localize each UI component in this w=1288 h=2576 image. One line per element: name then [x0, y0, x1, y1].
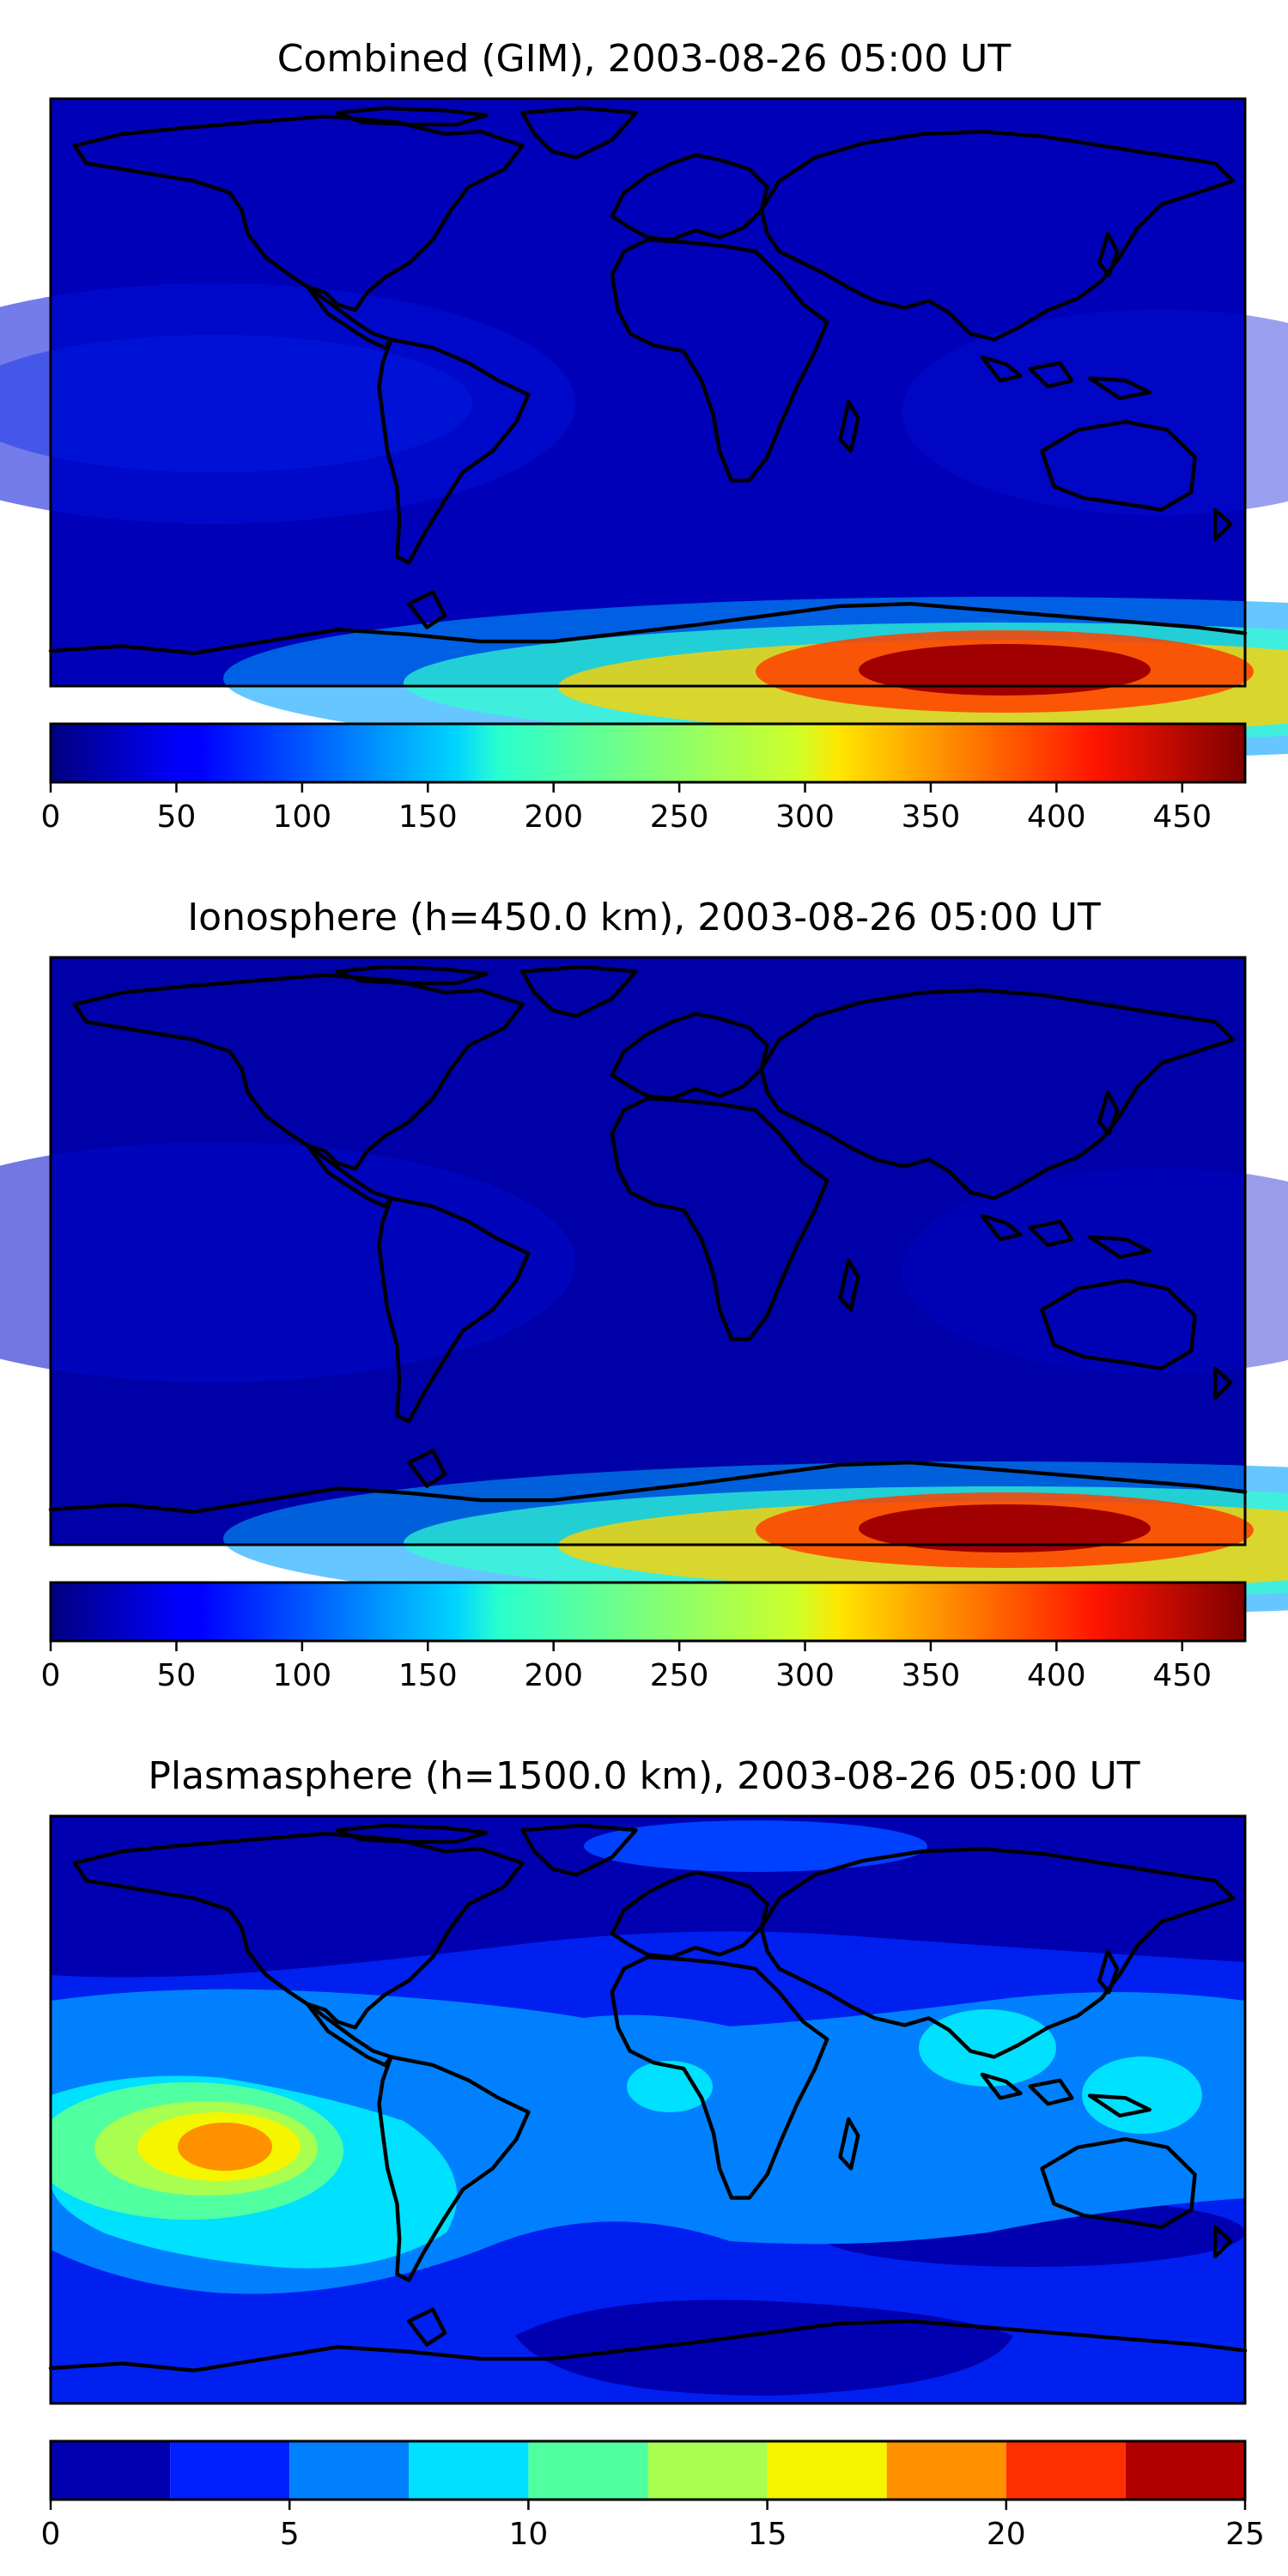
colorbar-tick-label: 10 [508, 2517, 548, 2552]
colorbar-level-block [289, 2441, 410, 2500]
colorbar-ticks: 0 50 100 150 200 250 300 350 400 450 [41, 1641, 1212, 1693]
map-field [0, 99, 1288, 760]
colorbar-level-block [528, 2441, 648, 2500]
colorbar-tick-label: 200 [524, 1658, 583, 1693]
map-field [34, 1816, 1245, 2403]
colorbar-tick-label: 350 [902, 1658, 961, 1693]
colorbar-tick-label: 15 [748, 2517, 787, 2552]
colorbar-tick-label: 0 [41, 799, 61, 835]
colorbar-tick-label: 200 [524, 799, 583, 835]
colorbar-tick-label: 150 [398, 799, 458, 835]
colorbar-level-block [51, 2441, 171, 2500]
contour-7.5-10-west-pacific [1082, 2057, 1202, 2134]
colorbar-level-block [409, 2441, 529, 2500]
colorbar-level-block [767, 2441, 887, 2500]
colorbar-tick-label: 5 [280, 2517, 300, 2552]
colorbar-gradient [51, 724, 1245, 782]
panel-ionosphere: Ionosphere (h=450.0 km), 2003-08-26 05:0… [0, 896, 1288, 1693]
colorbar-tick-label: 0 [41, 1658, 61, 1693]
colorbar-level-block [886, 2441, 1006, 2500]
colorbar-tick-label: 450 [1152, 799, 1212, 835]
colorbar-tick-label: 100 [272, 799, 331, 835]
panel-combined: Combined (GIM), 2003-08-26 05:00 UT 0 50 1… [0, 37, 1288, 835]
colorbar-tick-label: 25 [1225, 2517, 1265, 2552]
colorbar-level-block [1125, 2441, 1245, 2500]
southern-polar-band [223, 597, 1288, 760]
panel-plasmasphere: Plasmasphere (h=1500.0 km), 2003-08-26 0… [34, 1754, 1265, 2552]
colorbar-level-block [647, 2441, 768, 2500]
colorbar-tick-label: 400 [1027, 1658, 1086, 1693]
colorbar: 0 50 100 150 200 250 300 350 400 450 [41, 1581, 1247, 1693]
colorbar-tick-label: 150 [398, 1658, 458, 1693]
colorbar-tick-label: 450 [1152, 1658, 1212, 1693]
colorbar-gradient [51, 1583, 1245, 1641]
colorbar-tick-label: 350 [902, 799, 961, 835]
contour-17.5-20 [178, 2123, 272, 2171]
colorbar-tick-label: 0 [41, 2517, 61, 2552]
colorbar-tick-label: 20 [987, 2517, 1026, 2552]
colorbar: 0 5 10 15 20 25 [41, 2439, 1265, 2552]
colorbar-tick-label: 250 [650, 799, 709, 835]
colorbar-tick-label: 50 [157, 799, 197, 835]
colorbar-ticks: 0 50 100 150 200 250 300 350 400 450 [41, 782, 1212, 835]
colorbar-tick-label: 300 [775, 799, 835, 835]
colorbar-tick-label: 300 [775, 1658, 835, 1693]
panel-title: Plasmasphere (h=1500.0 km), 2003-08-26 0… [148, 1754, 1139, 1798]
contour-7.5-10-atlantic [627, 2061, 713, 2112]
colorbar: 0 50 100 150 200 250 300 350 400 450 [41, 722, 1247, 835]
colorbar-ticks: 0 5 10 15 20 25 [41, 2500, 1265, 2552]
panel-title: Combined (GIM), 2003-08-26 05:00 UT [277, 37, 1012, 81]
colorbar-level-block [1005, 2441, 1126, 2500]
contour-7.5-10-asia [919, 2009, 1056, 2087]
colorbar-tick-label: 250 [650, 1658, 709, 1693]
contour-low-north [51, 1816, 1245, 1978]
colorbar-tick-label: 50 [157, 1658, 197, 1693]
map-field [0, 957, 1288, 1616]
colorbar-level-block [170, 2441, 290, 2500]
map-frame [49, 956, 1247, 1546]
map-frame [49, 1814, 1247, 2405]
map-frame [49, 97, 1247, 688]
contour-north-patch [584, 1820, 927, 1872]
daytime-enhancement [0, 1142, 1288, 1382]
colorbar-tick-label: 400 [1027, 799, 1086, 835]
colorbar-levels [51, 2441, 1245, 2500]
daytime-enhancement [0, 283, 1288, 524]
panel-title: Ionosphere (h=450.0 km), 2003-08-26 05:0… [187, 896, 1101, 939]
colorbar-tick-label: 100 [272, 1658, 331, 1693]
